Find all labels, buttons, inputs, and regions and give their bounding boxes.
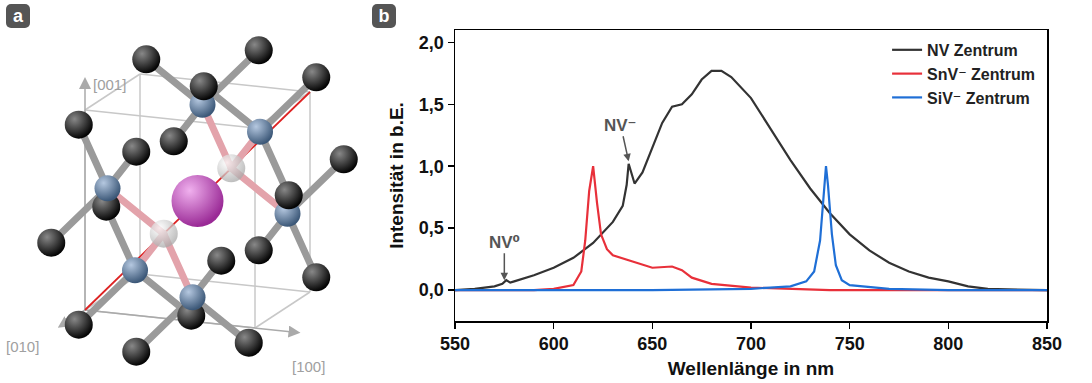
svg-text:550: 550 xyxy=(440,334,470,354)
svg-text:[010]: [010] xyxy=(6,338,39,355)
svg-text:2,0: 2,0 xyxy=(419,33,444,53)
svg-text:0,5: 0,5 xyxy=(419,218,444,238)
svg-text:Intensität in b.E.: Intensität in b.E. xyxy=(386,102,407,249)
svg-text:600: 600 xyxy=(539,334,569,354)
svg-text:750: 750 xyxy=(835,334,865,354)
svg-text:800: 800 xyxy=(933,334,963,354)
svg-text:1,5: 1,5 xyxy=(419,95,444,115)
svg-text:NV Zentrum: NV Zentrum xyxy=(927,42,1018,59)
svg-text:[100]: [100] xyxy=(292,358,325,375)
svg-text:700: 700 xyxy=(736,334,766,354)
svg-text:SiV⁻ Zentrum: SiV⁻ Zentrum xyxy=(927,90,1030,107)
svg-text:650: 650 xyxy=(637,334,667,354)
html-text:a: a xyxy=(13,6,23,26)
svg-text:0,0: 0,0 xyxy=(419,280,444,300)
svg-text:SnV⁻ Zentrum: SnV⁻ Zentrum xyxy=(927,66,1035,83)
svg-text:850: 850 xyxy=(1032,334,1062,354)
html-text:b: b xyxy=(378,6,390,26)
svg-text:NV⁰: NV⁰ xyxy=(489,233,520,252)
svg-text:NV⁻: NV⁻ xyxy=(604,116,637,135)
svg-text:[001]: [001] xyxy=(93,76,126,93)
svg-text:1,0: 1,0 xyxy=(419,157,444,177)
svg-text:Wellenlänge in nm: Wellenlänge in nm xyxy=(668,358,834,379)
